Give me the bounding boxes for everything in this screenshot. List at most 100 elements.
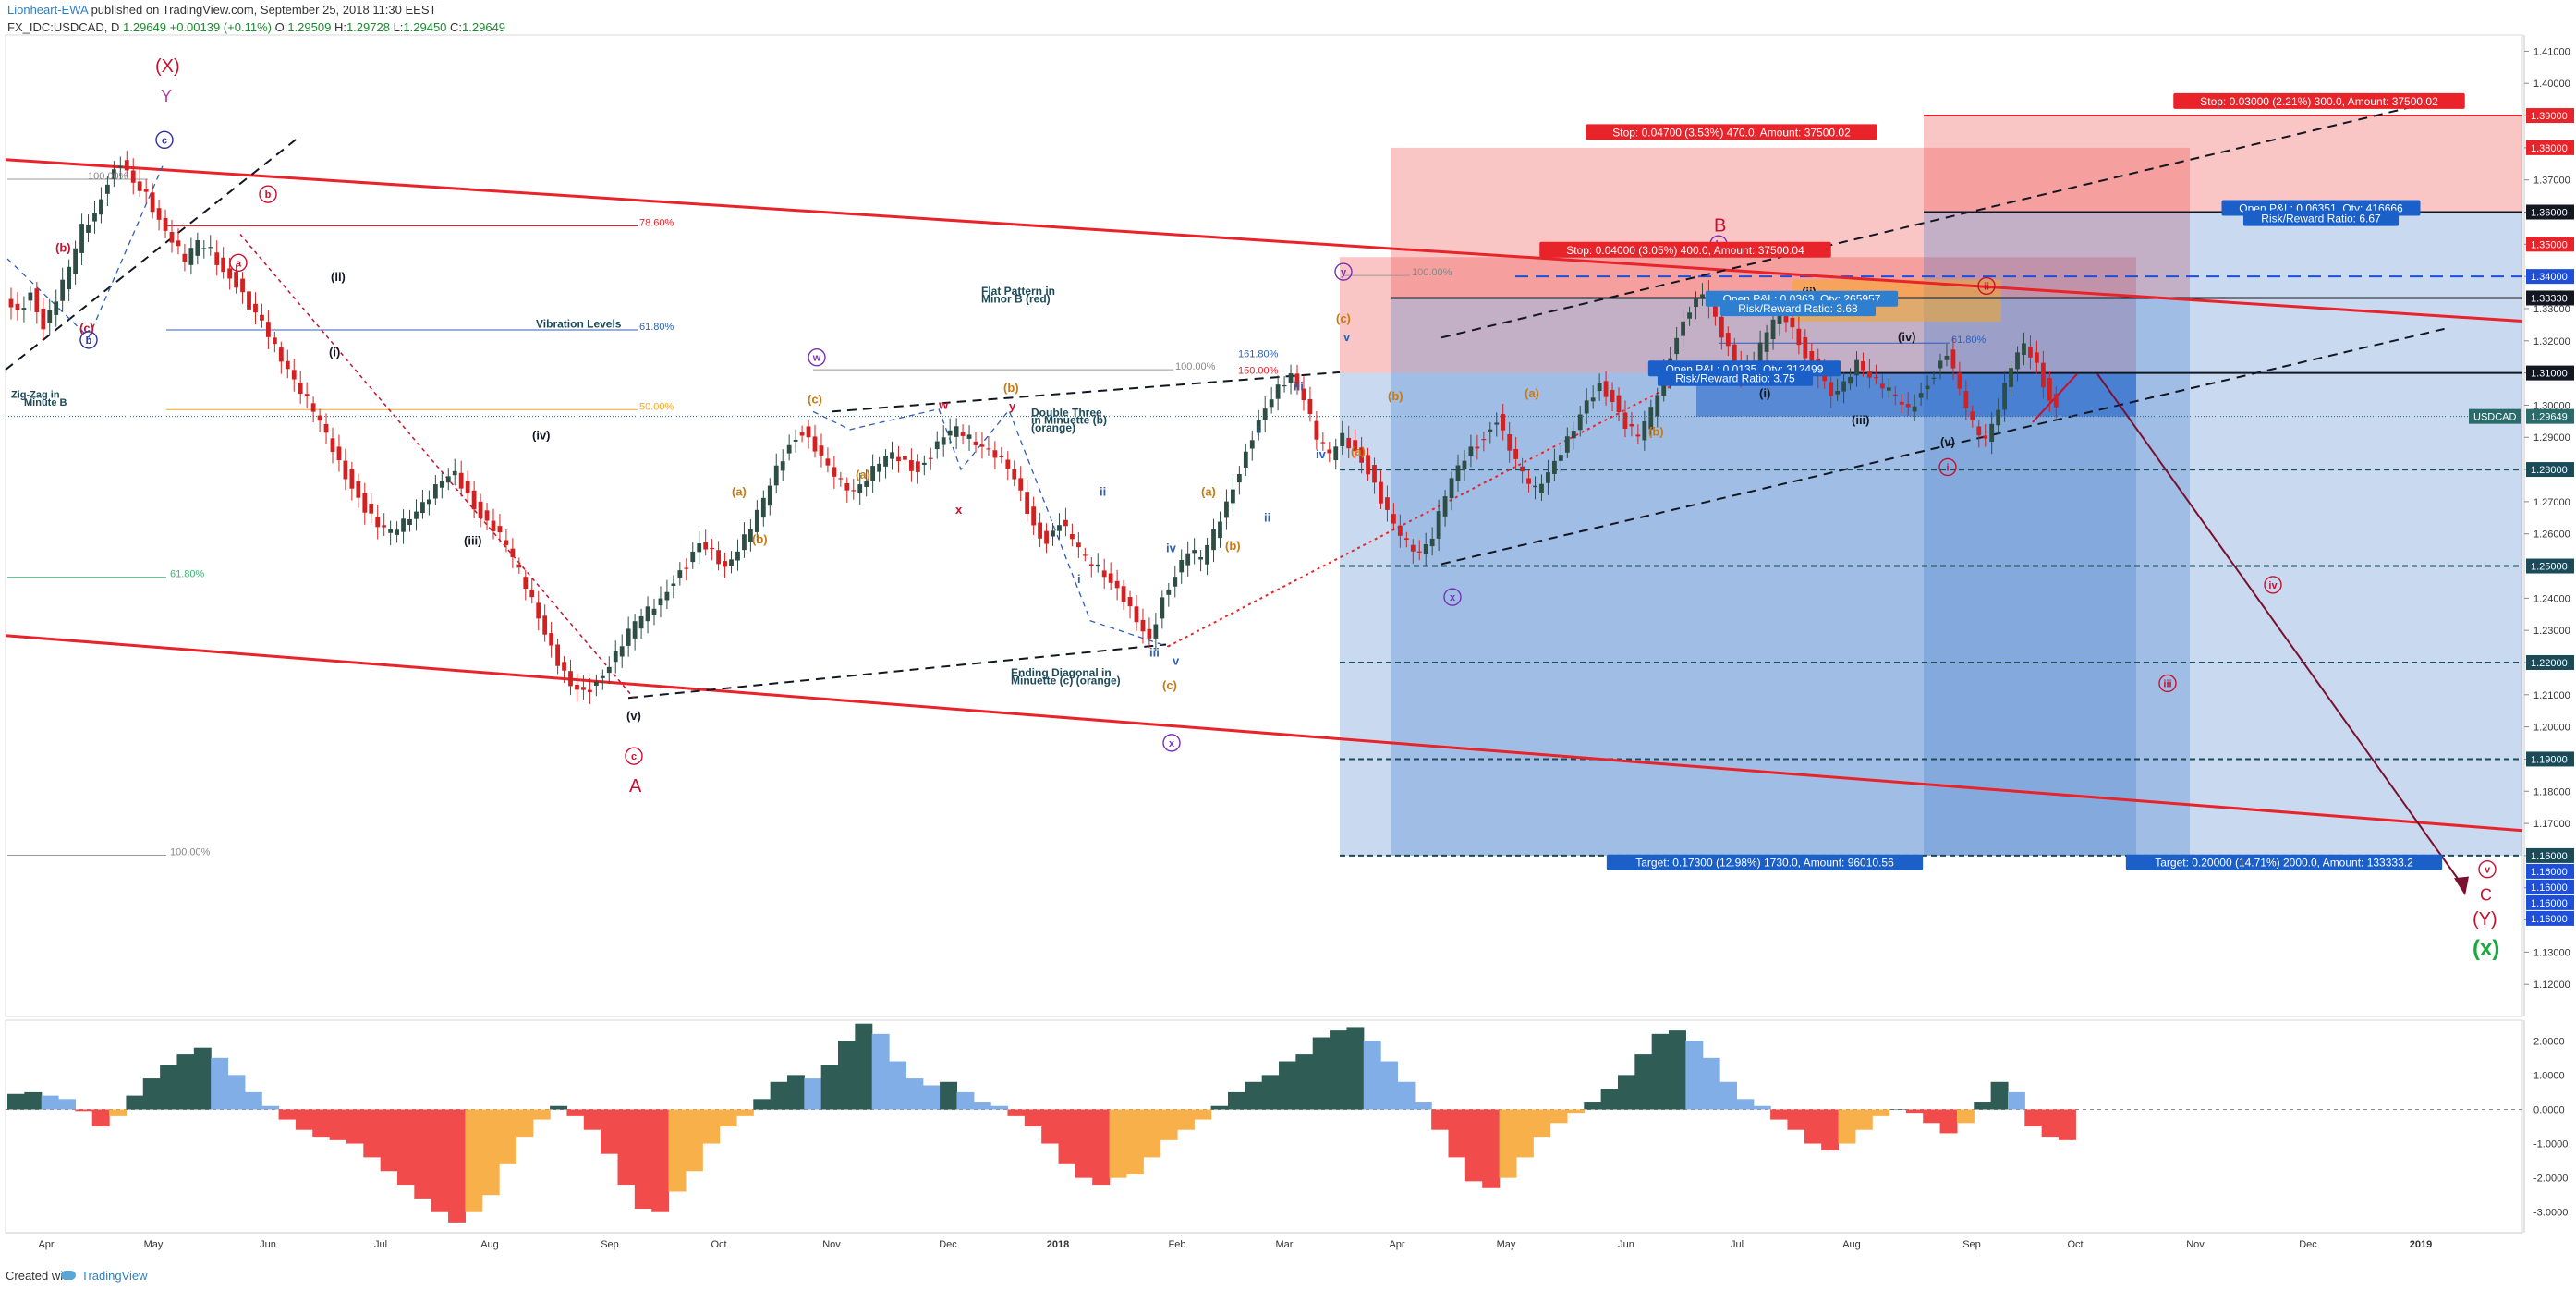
candle-body [1513, 448, 1519, 459]
candle-body [445, 476, 451, 483]
time-tick-label: Mar [1276, 1239, 1294, 1250]
candle-body [677, 570, 683, 578]
oscillator-bar [1905, 1109, 1924, 1114]
candle-body [1732, 344, 1737, 365]
candle-body [369, 503, 374, 514]
symbol-name[interactable]: FX_IDC:USDCAD, D [7, 20, 120, 34]
oscillator-bar [41, 1095, 59, 1110]
price-tick-label: 1.18000 [2533, 786, 2570, 797]
time-tick-label: Nov [2186, 1239, 2205, 1250]
time-axis[interactable]: Apr May Jun Jul Aug Sep Oct Nov Dec 2018 Feb Mar Apr… [6, 1232, 2522, 1250]
created-with-text: Created with [6, 1269, 73, 1283]
price-axis[interactable]: 1.41000 1.40000 1.39000 1.38000 1.37000 1.360… [6, 35, 2574, 1016]
price-tag-text: 1.16000 [2531, 914, 2568, 925]
candle-body [1713, 304, 1718, 317]
oscillator-bar [753, 1099, 772, 1110]
candle-body [169, 231, 175, 243]
annotation-label: (v) [1940, 434, 1955, 448]
candle-body [568, 671, 573, 687]
oscillator-bar [58, 1099, 76, 1110]
oscillator-bar [1736, 1099, 1755, 1110]
candle-body [54, 301, 59, 315]
candle-body [2002, 383, 2007, 410]
oscillator-bar [1923, 1109, 1941, 1124]
candle-body [317, 415, 322, 421]
candle-body [1694, 297, 1698, 308]
price-tick-label: 1.27000 [2533, 497, 2570, 508]
oscillator-bar [414, 1109, 432, 1199]
low-value: 1.29450 [403, 20, 447, 34]
time-tick-label: Aug [1842, 1239, 1861, 1250]
oscillator-bar [1261, 1075, 1280, 1110]
oscillator-bar [1397, 1081, 1416, 1110]
candle-body [1520, 466, 1525, 472]
info-label-text: Risk/Reward Ratio: 3.75 [1675, 372, 1795, 385]
candle-body [1449, 478, 1454, 499]
candle-body [1944, 355, 1950, 360]
circled-wave-label: b [259, 185, 277, 203]
circled-wave-label: iv [2264, 576, 2282, 594]
price-tag-bg [2526, 847, 2574, 863]
candle-body [632, 621, 638, 639]
candle-body [1231, 489, 1235, 504]
oscillator-bar [24, 1091, 43, 1110]
price-tag-bg [2526, 879, 2574, 894]
candle-body [47, 310, 53, 323]
oscillator-bar [1363, 1041, 1381, 1110]
candle-body [1854, 359, 1859, 376]
candle-body [214, 252, 220, 265]
candle-body [1976, 426, 1982, 436]
info-label-bg [1586, 124, 1877, 140]
annotation-label: ii [1264, 510, 1270, 524]
candle-body [793, 439, 798, 442]
close-value: 1.29649 [462, 20, 506, 34]
candle-body [484, 510, 490, 521]
annotation-label: Minuette (c) (orange) [1011, 674, 1121, 687]
candle-body [1012, 469, 1017, 480]
candle-body [1224, 501, 1229, 518]
oscillator-bar [1634, 1054, 1653, 1110]
current-price-label-bg [2469, 408, 2521, 424]
tradingview-link[interactable]: TradingView [61, 1269, 148, 1283]
candle-body [1134, 606, 1139, 623]
annotation-label: (a) [1351, 444, 1366, 458]
price-tag-text: 1.33330 [2531, 293, 2568, 304]
price-tick-label: 1.41000 [2533, 46, 2570, 57]
annotation-label: 78.60% [639, 217, 674, 228]
candle-body [832, 467, 837, 477]
circled-wave-text: ii [1984, 281, 1989, 292]
oscillator-bar [990, 1105, 1009, 1110]
oscillator-bar [211, 1057, 229, 1110]
dotted-projection [1167, 382, 1679, 648]
candle-body [67, 266, 72, 290]
candle-body [1185, 553, 1191, 566]
candle-body [1391, 514, 1396, 524]
candle-body [310, 403, 316, 412]
candle-body [2040, 362, 2046, 388]
annotation-label: (Y) [2473, 909, 2497, 930]
candle-body [343, 460, 348, 480]
oscillator-pane: 2.0000 1.0000 0.0000 -1.0000 -2.0000 -3.0000 [6, 1020, 2568, 1233]
candle-body [979, 444, 985, 447]
oscillator-bar [1719, 1081, 1738, 1110]
oscillator-bar [1651, 1033, 1670, 1110]
author-link[interactable]: Lionheart-EWA [7, 3, 88, 17]
candle-body [1121, 586, 1126, 602]
label-circle [259, 185, 277, 203]
candle-body [703, 542, 709, 550]
candle-body [1429, 538, 1435, 547]
annotation-label: (b) [55, 240, 71, 254]
price-tag-text: 1.16000 [2531, 882, 2568, 894]
oscillator-bar [126, 1095, 144, 1110]
oscillator-bar [786, 1075, 805, 1110]
annotation-label: (b) [752, 532, 768, 546]
candle-body [1989, 423, 1995, 443]
oscillator-bar [532, 1109, 551, 1120]
annotation-label: (b) [1388, 389, 1403, 403]
label-circle [1162, 734, 1181, 752]
oscillator-bar [668, 1109, 687, 1192]
oscillator-bar [2041, 1109, 2060, 1138]
oscillator-bar [1312, 1037, 1331, 1110]
oscillator-bar [1939, 1109, 1958, 1134]
